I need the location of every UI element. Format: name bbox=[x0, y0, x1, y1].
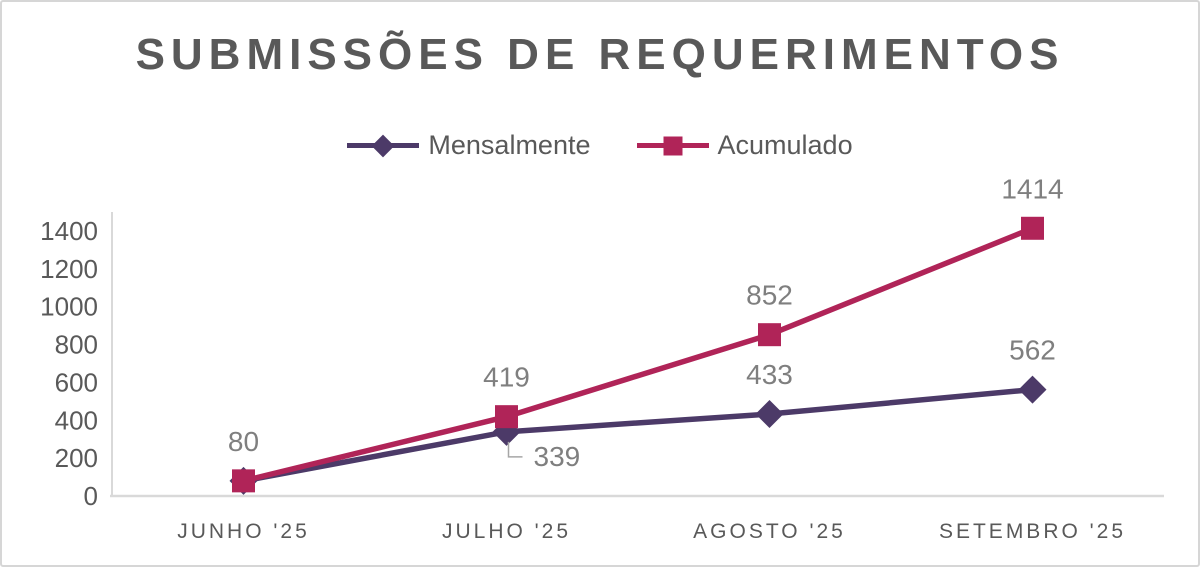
y-tick-label: 1200 bbox=[40, 254, 98, 284]
legend-item-mensalmente: Mensalmente bbox=[347, 130, 591, 160]
data-label: 433 bbox=[746, 359, 793, 390]
data-label: 1414 bbox=[1001, 173, 1063, 204]
series-line-acumulado bbox=[242, 225, 1034, 484]
data-point-marker-square bbox=[495, 405, 518, 429]
y-tick-label: 200 bbox=[55, 443, 98, 473]
data-point-marker-diamond bbox=[755, 400, 784, 429]
data-label: 419 bbox=[483, 362, 530, 393]
square-marker-icon bbox=[663, 136, 682, 155]
x-axis-label: JULHO '25 bbox=[442, 520, 571, 543]
legend-label-acumulado: Acumulado bbox=[717, 130, 853, 160]
data-point-marker-diamond bbox=[1018, 375, 1047, 404]
x-axis-label: JUNHO '25 bbox=[177, 520, 310, 543]
legend-item-acumulado: Acumulado bbox=[636, 130, 853, 160]
y-tick-label: 1000 bbox=[40, 292, 98, 322]
data-label-leader-line bbox=[507, 441, 523, 458]
legend-swatch-acumulado bbox=[636, 135, 709, 157]
data-label: 562 bbox=[1009, 335, 1056, 366]
series-line-mensalmente bbox=[242, 386, 1033, 484]
y-tick-label: 600 bbox=[55, 367, 98, 397]
data-point-marker-square bbox=[1021, 216, 1044, 240]
y-tick-label: 400 bbox=[55, 405, 98, 435]
chart-title: SUBMISSÕES DE REQUERIMENTOS bbox=[135, 30, 1065, 79]
x-axis-label: SETEMBRO '25 bbox=[939, 520, 1126, 543]
y-tick-label: 800 bbox=[55, 330, 98, 360]
data-point-marker-square bbox=[758, 323, 781, 347]
y-tick-label: 1400 bbox=[40, 216, 98, 246]
legend-label-mensalmente: Mensalmente bbox=[428, 130, 591, 160]
legend: Mensalmente Acumulado bbox=[2, 132, 1198, 159]
legend-swatch-mensalmente bbox=[347, 134, 420, 157]
x-axis-label: AGOSTO '25 bbox=[693, 520, 846, 543]
data-label: 339 bbox=[534, 441, 581, 472]
data-label: 80 bbox=[228, 426, 259, 457]
y-tick-label: 0 bbox=[84, 481, 98, 511]
data-point-marker-square bbox=[232, 469, 255, 493]
data-label: 852 bbox=[746, 280, 793, 311]
